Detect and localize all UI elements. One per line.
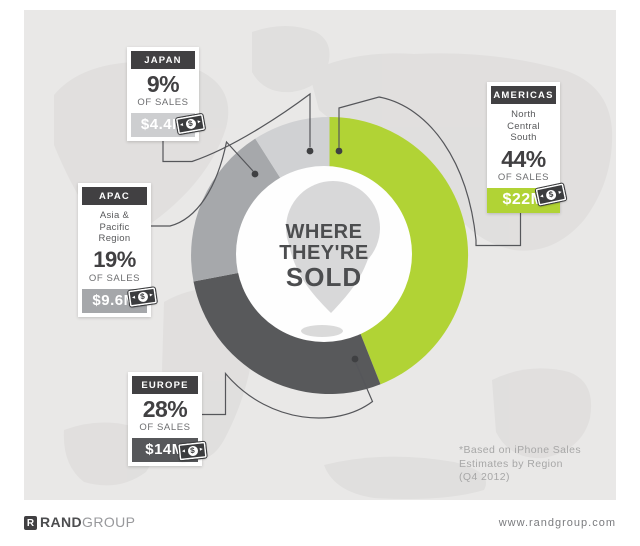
japan-percent: 9%	[146, 71, 180, 97]
card-header-europe: EUROPE	[132, 376, 198, 394]
card-header-americas: AMERICAS	[491, 86, 556, 104]
americas-sub-line1: North	[511, 109, 536, 120]
footer-bar: R RANDGROUP www.randgroup.com	[24, 500, 616, 546]
footnote: *Based on iPhone Sales Estimates by Regi…	[459, 444, 581, 485]
dollar-circle: $	[184, 118, 197, 130]
americas-sublabel: North Central South	[491, 109, 556, 144]
apac-percent: 19%	[93, 246, 136, 272]
footnote-line1: *Based on iPhone Sales	[459, 444, 582, 456]
brand-name-bold: RAND	[40, 514, 83, 530]
chart-title-line1: WHERE	[285, 221, 363, 243]
website-url: www.randgroup.com	[498, 517, 616, 529]
card-header-japan: JAPAN	[131, 51, 195, 69]
footnote-line3: (Q4 2012)	[459, 471, 510, 483]
japan-of-sales-label: OF SALES	[137, 97, 189, 108]
apac-sub-line1: Asia &	[99, 210, 130, 221]
dollar-circle: $	[187, 445, 198, 457]
card-header-apac: APAC	[82, 187, 147, 205]
europe-percent: 28%	[142, 396, 188, 422]
dollar-circle: $	[136, 291, 149, 303]
apac-sub-line3: Region	[98, 233, 131, 244]
dollar-circle: $	[545, 188, 557, 201]
footnote-line2: Estimates by Region	[459, 457, 563, 470]
americas-sub-line3: South	[510, 132, 537, 143]
chart-title: WHERE THEY'RE SOLD	[236, 166, 412, 291]
apac-sublabel: Asia & Pacific Region	[82, 210, 147, 245]
apac-of-sales-label: OF SALES	[88, 272, 141, 284]
apac-sub-line2: Pacific	[99, 221, 130, 233]
brand-name-light: GROUP	[82, 514, 136, 530]
chart-title-line2: THEY'RE	[279, 242, 369, 264]
americas-of-sales-label: OF SALES	[497, 171, 550, 183]
europe-of-sales-label: OF SALES	[139, 422, 191, 433]
americas-percent: 44%	[501, 145, 546, 172]
americas-sub-line2: Central	[507, 120, 540, 132]
money-icon-europe: $	[178, 441, 207, 461]
randgroup-logo-icon: R	[24, 516, 37, 530]
chart-title-line3: SOLD	[285, 262, 363, 292]
brand-logo: R RANDGROUP	[24, 514, 135, 532]
